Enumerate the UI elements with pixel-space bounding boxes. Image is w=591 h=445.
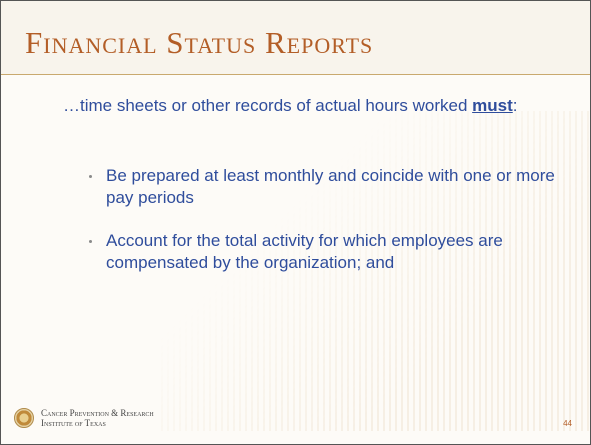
page-number: 44 [563, 419, 572, 428]
intro-text: …time sheets or other records of actual … [63, 95, 563, 117]
bullet-item: Account for the total activity for which… [87, 230, 557, 274]
logo [14, 408, 34, 428]
bullet-list: Be prepared at least monthly and coincid… [87, 165, 557, 295]
slide-title: Financial Status Reports [25, 25, 374, 60]
header-band: Financial Status Reports [1, 1, 590, 75]
intro-suffix: : [512, 96, 518, 115]
organization-name: Cancer Prevention & Research Institute of… [41, 408, 154, 428]
bullet-item: Be prepared at least monthly and coincid… [87, 165, 557, 209]
intro-lead: …time sheets or other records of actual … [63, 96, 473, 115]
dna-pattern [161, 111, 590, 431]
org-line: Cancer Prevention & Research [41, 408, 154, 418]
org-line: Institute of Texas [41, 418, 106, 428]
intro-emphasis: must [472, 96, 513, 115]
